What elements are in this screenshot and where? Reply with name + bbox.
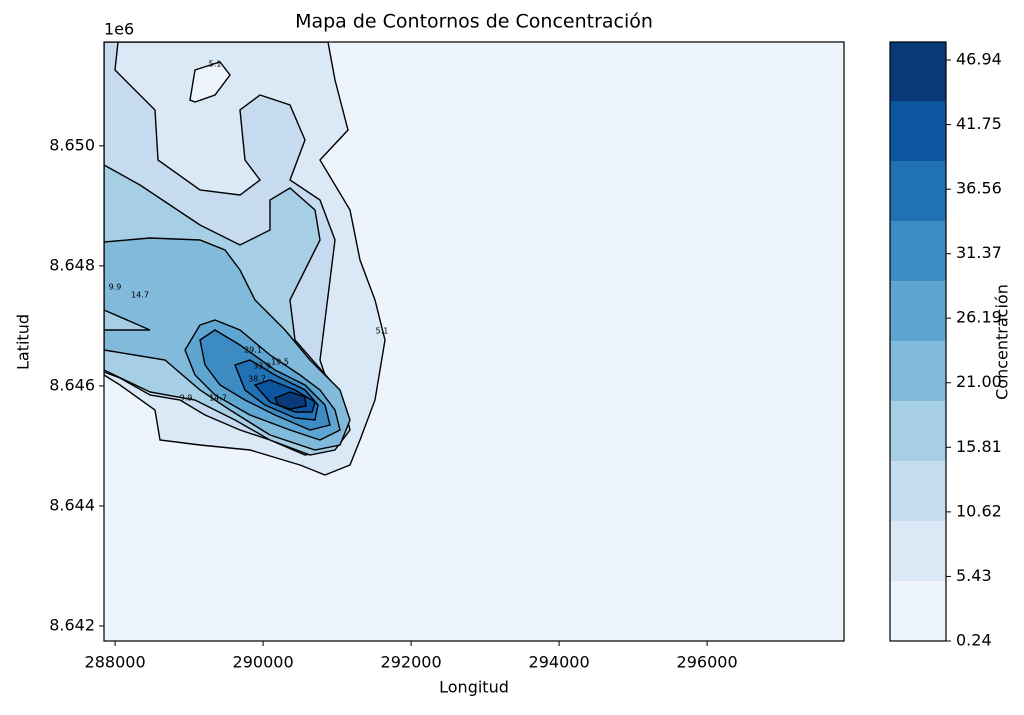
colorbar-band	[890, 221, 946, 282]
contour-label: 33.9	[253, 362, 271, 371]
colorbar-band	[890, 101, 946, 162]
colorbar-band	[890, 341, 946, 402]
plot-area: 5.1 5.1 9.9 9.9 14.7 14.7 29.1 33.9 38.7 19.5	[104, 42, 844, 641]
x-axis-label: Longitud	[439, 678, 509, 697]
colorbar-tick-label: 36.56	[956, 179, 1002, 198]
colorbar-tick-label: 46.94	[956, 50, 1002, 69]
contour-label: 9.9	[109, 283, 122, 292]
colorbar-tick-label: 31.37	[956, 243, 1002, 262]
colorbar-tick-label: 21.00	[956, 372, 1002, 391]
colorbar-tick-label: 41.75	[956, 114, 1002, 133]
colorbar-tick-label: 5.43	[956, 566, 992, 585]
colorbar-band	[890, 461, 946, 522]
y-tick-label: 8.642	[49, 615, 95, 634]
y-tick-label: 8.646	[49, 375, 95, 394]
contour-band	[189, 61, 231, 103]
y-tick-label: 8.648	[49, 255, 95, 274]
contour-label: 14.7	[209, 394, 227, 403]
y-tick-label: 8.644	[49, 495, 95, 514]
y-axis-label: Latitud	[14, 314, 33, 370]
colorbar-band	[890, 401, 946, 462]
contour-label: 5.1	[209, 60, 222, 69]
x-tick-label: 288000	[85, 653, 146, 672]
y-tick-label: 8.650	[49, 135, 95, 154]
contour-label: 29.1	[244, 346, 262, 355]
contour-label: 19.5	[271, 358, 289, 367]
colorbar-frame	[889, 41, 947, 642]
x-tick-label: 294000	[529, 653, 590, 672]
colorbar-tick-label: 26.19	[956, 308, 1002, 327]
colorbar-label: Concentración	[993, 284, 1012, 400]
contour-band	[274, 391, 307, 410]
colorbar-band	[890, 161, 946, 222]
chart-title: Mapa de Contornos de Concentración	[295, 11, 653, 33]
contour-label: 9.9	[180, 394, 193, 403]
axis-offset: 1e6	[104, 20, 134, 39]
colorbar-tick-label: 15.81	[956, 437, 1002, 456]
plot-frame	[103, 41, 845, 642]
colorbar: 0.24 5.43 10.62 15.81 21.00 26.19 31.37 36.56 41…	[889, 41, 1002, 650]
x-tick-label: 296000	[677, 653, 738, 672]
colorbar-band	[890, 521, 946, 582]
colorbar-band	[890, 281, 946, 342]
x-tick-label: 292000	[381, 653, 442, 672]
contour-label: 14.7	[131, 291, 149, 300]
x-tick-label: 290000	[233, 653, 294, 672]
colorbar-band	[890, 42, 946, 102]
contour-label: 5.1	[376, 327, 389, 336]
colorbar-tick-label: 10.62	[956, 501, 1002, 520]
contour-label: 38.7	[248, 375, 266, 384]
colorbar-tick-label: 0.24	[956, 631, 992, 650]
colorbar-band	[890, 581, 946, 641]
